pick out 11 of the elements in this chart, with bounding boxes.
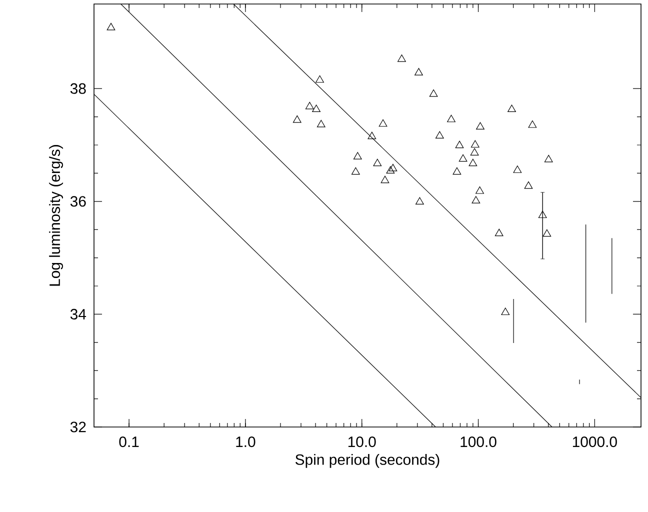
y-tick-label: 32 <box>70 422 86 432</box>
y-axis-title: Log luminosity (erg/s) <box>49 145 64 286</box>
x-axis-title: Spin period (seconds) <box>295 454 440 468</box>
y-tick-label: 38 <box>70 83 86 94</box>
y-tick-label: 36 <box>70 196 86 207</box>
x-tick-label: 100.0 <box>460 436 496 448</box>
y-tick-label: 34 <box>70 308 86 320</box>
x-tick-label: 10.0 <box>348 436 376 448</box>
x-tick-label: 0.1 <box>119 436 139 448</box>
x-tick-label: 1.0 <box>236 436 256 448</box>
x-tick-label: 1000.0 <box>572 436 617 448</box>
